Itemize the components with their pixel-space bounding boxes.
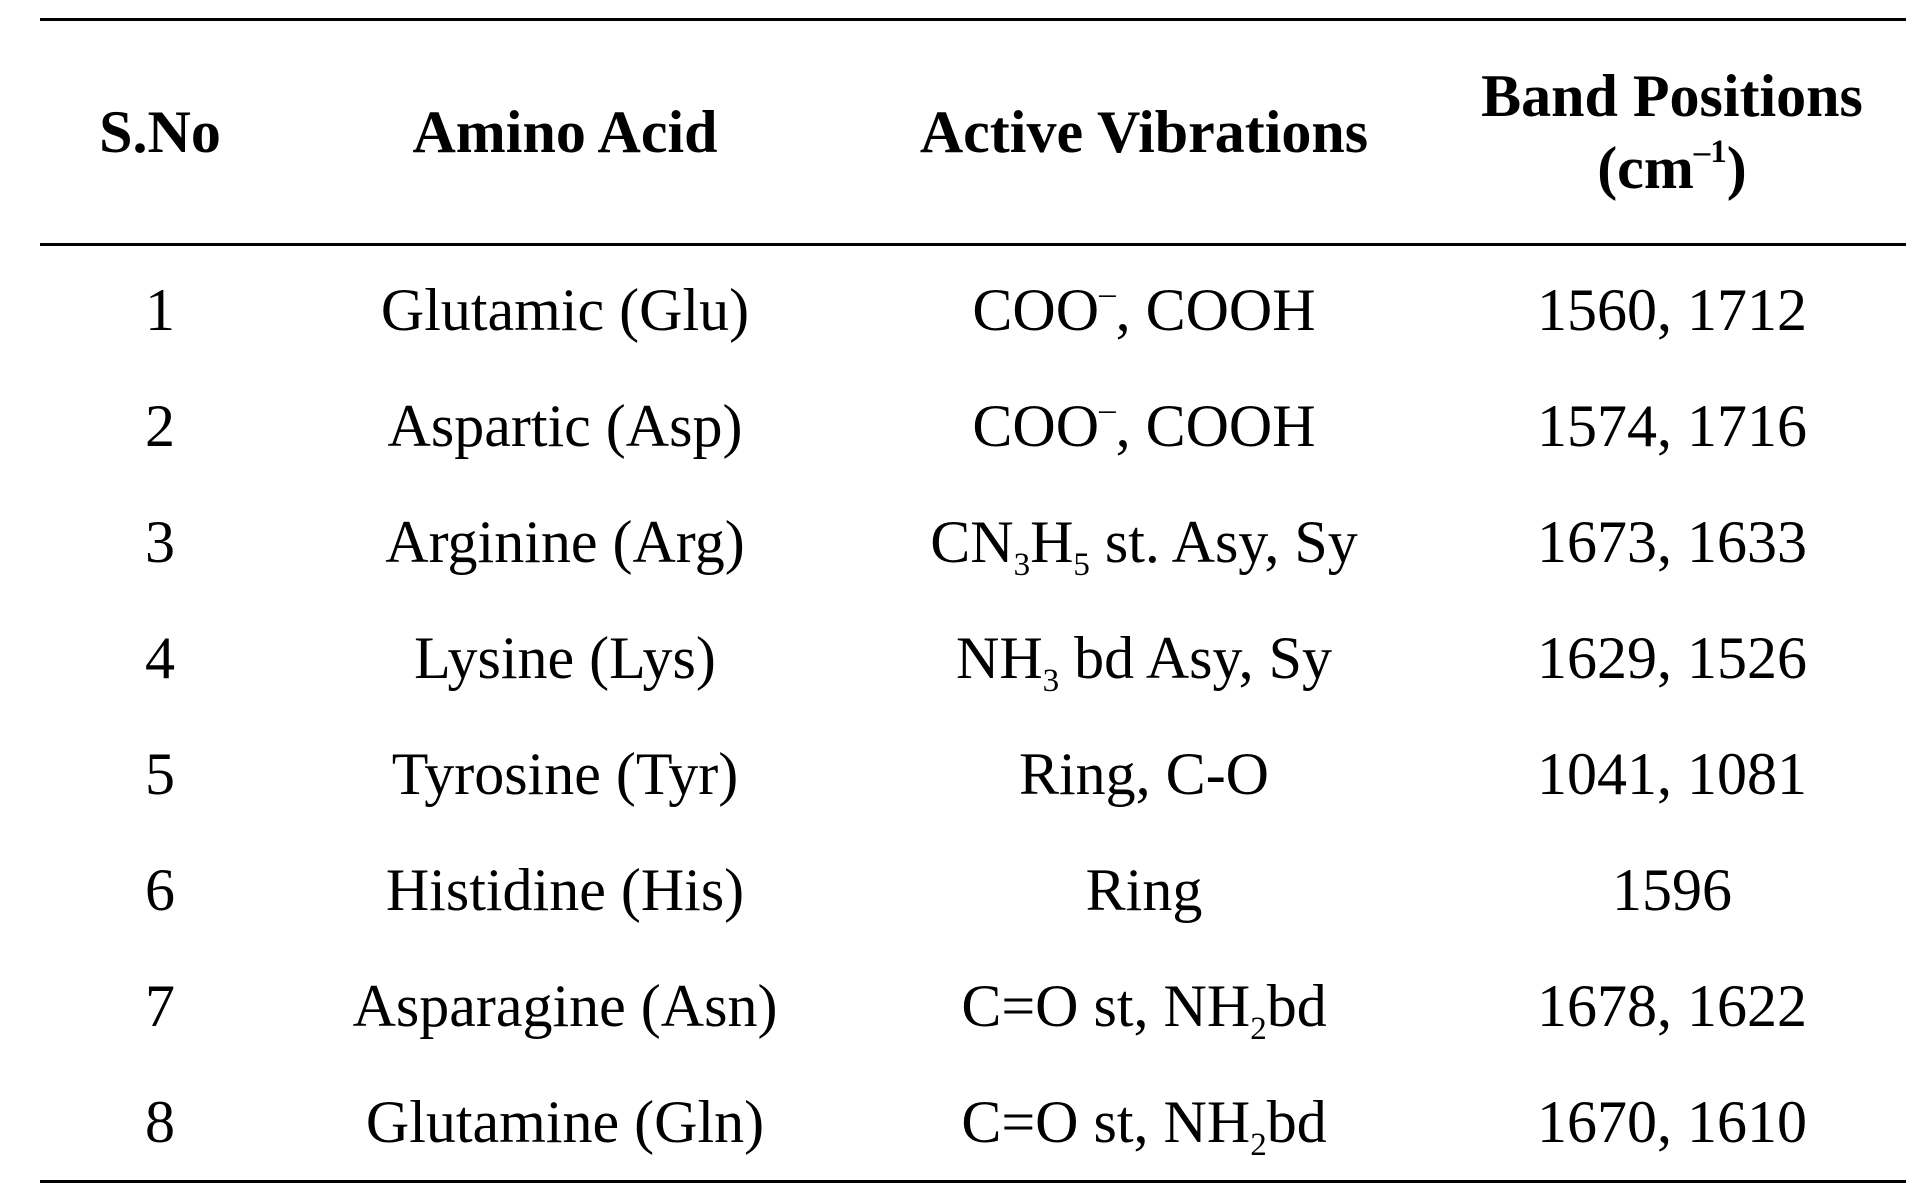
top-rule bbox=[40, 18, 1906, 21]
vib-part: bd Asy, Sy bbox=[1059, 625, 1332, 691]
header-band-positions: Band Positions (cm–1) bbox=[1438, 60, 1906, 204]
vib-part: CN bbox=[930, 509, 1014, 575]
vib-sup: – bbox=[1099, 276, 1116, 313]
vib-sup: – bbox=[1099, 392, 1116, 429]
vib-part: NH bbox=[955, 625, 1043, 691]
cell-sno: 1 bbox=[145, 277, 175, 343]
header-band-unit-exponent: –1 bbox=[1693, 134, 1727, 171]
header-rule bbox=[40, 243, 1906, 246]
table-row: 8 Glutamine (Gln) C=O st, NH2bd 1670, 16… bbox=[40, 1064, 1906, 1180]
table-header-row: S.No Amino Acid Active Vibrations Band P… bbox=[40, 21, 1906, 243]
cell-sno: 3 bbox=[145, 509, 175, 575]
vib-part: st. Asy, Sy bbox=[1089, 509, 1358, 575]
cell-amino-acid: Histidine (His) bbox=[385, 857, 745, 923]
vib-sub: 2 bbox=[1250, 1011, 1267, 1047]
cell-sno: 4 bbox=[145, 625, 175, 691]
cell-band-positions: 1574, 1716 bbox=[1537, 393, 1807, 459]
cell-active-vibrations: Ring, C-O bbox=[1018, 741, 1270, 807]
vib-sub: 3 bbox=[1013, 547, 1031, 583]
bottom-rule bbox=[40, 1180, 1906, 1183]
cell-band-positions: 1596 bbox=[1612, 857, 1732, 923]
vib-part: C=O st, NH bbox=[961, 973, 1251, 1039]
cell-amino-acid: Lysine (Lys) bbox=[414, 625, 716, 691]
vib-part: C=O st, NH bbox=[961, 1089, 1251, 1155]
cell-amino-acid: Arginine (Arg) bbox=[385, 509, 745, 575]
cell-active-vibrations: CN3H5 st. Asy, Sy bbox=[850, 507, 1438, 582]
cell-amino-acid: Glutamic (Glu) bbox=[380, 277, 750, 343]
table-row: 6 Histidine (His) Ring 1596 bbox=[40, 832, 1906, 948]
header-active-vibrations: Active Vibrations bbox=[919, 99, 1369, 165]
cell-sno: 5 bbox=[145, 741, 175, 807]
cell-amino-acid: Glutamine (Gln) bbox=[365, 1089, 765, 1155]
header-band-unit-close: ) bbox=[1726, 135, 1747, 201]
table-row: 4 Lysine (Lys) NH3 bd Asy, Sy 1629, 1526 bbox=[40, 600, 1906, 716]
cell-active-vibrations: COO–, COOH bbox=[850, 275, 1438, 345]
vib-part: bd bbox=[1266, 973, 1327, 1039]
table-row: 1 Glutamic (Glu) COO–, COOH 1560, 1712 bbox=[40, 252, 1906, 368]
cell-active-vibrations: Ring bbox=[1085, 857, 1203, 923]
cell-band-positions: 1560, 1712 bbox=[1537, 277, 1807, 343]
cell-band-positions: 1673, 1633 bbox=[1537, 509, 1807, 575]
vib-part: H bbox=[1030, 509, 1074, 575]
cell-active-vibrations: C=O st, NH2bd bbox=[850, 1087, 1438, 1162]
cell-amino-acid: Aspartic (Asp) bbox=[387, 393, 743, 459]
vib-part: bd bbox=[1266, 1089, 1327, 1155]
header-sno: S.No bbox=[99, 99, 221, 165]
cell-sno: 7 bbox=[145, 973, 175, 1039]
header-band-line2: (cm–1) bbox=[1597, 132, 1747, 204]
vib-part: COO bbox=[972, 393, 1100, 459]
table-row: 2 Aspartic (Asp) COO–, COOH 1574, 1716 bbox=[40, 368, 1906, 484]
cell-amino-acid: Asparagine (Asn) bbox=[352, 973, 778, 1039]
table-row: 7 Asparagine (Asn) C=O st, NH2bd 1678, 1… bbox=[40, 948, 1906, 1064]
cell-active-vibrations: C=O st, NH2bd bbox=[850, 971, 1438, 1046]
table-row: 5 Tyrosine (Tyr) Ring, C-O 1041, 1081 bbox=[40, 716, 1906, 832]
header-band-unit: (cm bbox=[1597, 135, 1694, 201]
cell-active-vibrations: COO–, COOH bbox=[850, 391, 1438, 461]
cell-band-positions: 1041, 1081 bbox=[1537, 741, 1807, 807]
cell-sno: 8 bbox=[145, 1089, 175, 1155]
cell-sno: 6 bbox=[145, 857, 175, 923]
header-band-line1: Band Positions bbox=[1481, 63, 1863, 129]
table-body: 1 Glutamic (Glu) COO–, COOH 1560, 1712 2… bbox=[40, 252, 1906, 1180]
cell-sno: 2 bbox=[145, 393, 175, 459]
cell-band-positions: 1670, 1610 bbox=[1537, 1089, 1807, 1155]
table-row: 3 Arginine (Arg) CN3H5 st. Asy, Sy 1673,… bbox=[40, 484, 1906, 600]
vib-part: , COOH bbox=[1115, 393, 1316, 459]
amino-acid-vibrations-table: S.No Amino Acid Active Vibrations Band P… bbox=[40, 18, 1906, 1183]
header-amino-acid: Amino Acid bbox=[412, 99, 718, 165]
vib-part: COO bbox=[972, 277, 1100, 343]
vib-sub: 2 bbox=[1250, 1127, 1267, 1163]
cell-amino-acid: Tyrosine (Tyr) bbox=[391, 741, 739, 807]
cell-band-positions: 1678, 1622 bbox=[1537, 973, 1807, 1039]
vib-sub: 5 bbox=[1073, 547, 1090, 583]
vib-part: , COOH bbox=[1115, 277, 1316, 343]
cell-band-positions: 1629, 1526 bbox=[1537, 625, 1807, 691]
vib-sub: 3 bbox=[1042, 663, 1060, 699]
cell-active-vibrations: NH3 bd Asy, Sy bbox=[850, 623, 1438, 698]
